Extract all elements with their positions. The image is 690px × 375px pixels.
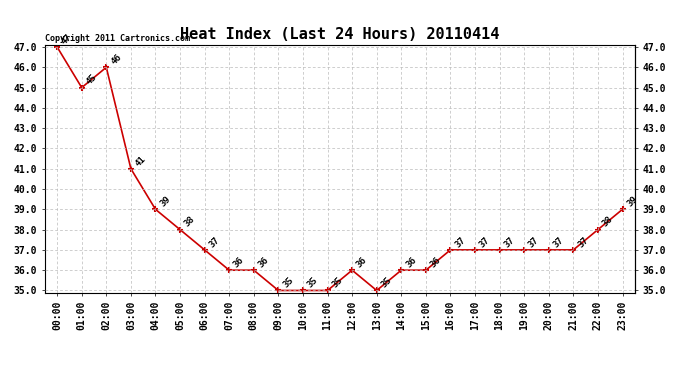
Text: 35: 35 bbox=[281, 276, 295, 290]
Text: 39: 39 bbox=[158, 195, 172, 208]
Text: 36: 36 bbox=[355, 255, 369, 269]
Text: 41: 41 bbox=[134, 154, 148, 168]
Text: 47: 47 bbox=[60, 32, 74, 46]
Text: 37: 37 bbox=[477, 235, 492, 249]
Text: 35: 35 bbox=[380, 276, 393, 290]
Text: 35: 35 bbox=[306, 276, 319, 290]
Text: 37: 37 bbox=[453, 235, 467, 249]
Text: 37: 37 bbox=[502, 235, 516, 249]
Text: 38: 38 bbox=[183, 215, 197, 229]
Text: 37: 37 bbox=[576, 235, 590, 249]
Title: Heat Index (Last 24 Hours) 20110414: Heat Index (Last 24 Hours) 20110414 bbox=[180, 27, 500, 42]
Text: 35: 35 bbox=[331, 276, 344, 290]
Text: 36: 36 bbox=[404, 255, 418, 269]
Text: 36: 36 bbox=[232, 255, 246, 269]
Text: 38: 38 bbox=[601, 215, 615, 229]
Text: 46: 46 bbox=[109, 53, 123, 66]
Text: 37: 37 bbox=[208, 235, 221, 249]
Text: Copyright 2011 Cartronics.com: Copyright 2011 Cartronics.com bbox=[45, 33, 190, 42]
Text: 36: 36 bbox=[257, 255, 270, 269]
Text: 45: 45 bbox=[84, 73, 99, 87]
Text: 37: 37 bbox=[551, 235, 566, 249]
Text: 39: 39 bbox=[625, 195, 639, 208]
Text: 36: 36 bbox=[428, 255, 442, 269]
Text: 37: 37 bbox=[527, 235, 541, 249]
